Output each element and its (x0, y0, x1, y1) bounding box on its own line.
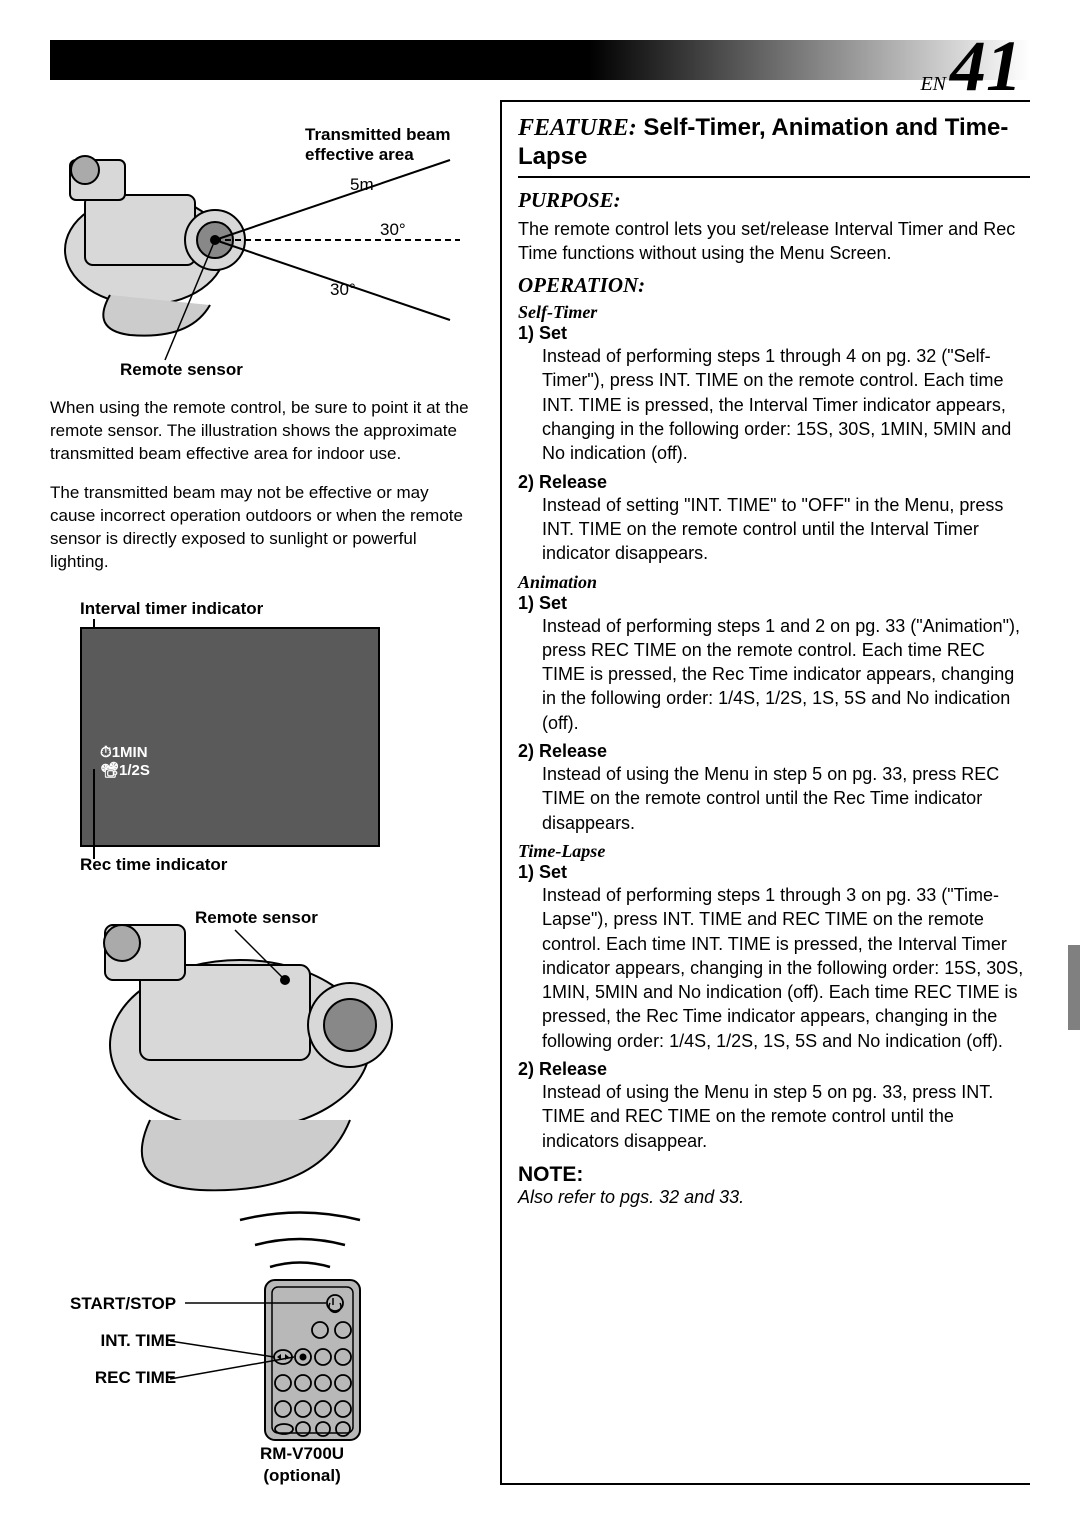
beam-angle-top: 30° (380, 220, 406, 239)
indicator-line-1: ⏱1MIN (100, 744, 148, 761)
note-heading: NOTE: (518, 1163, 1030, 1187)
remote-diagram: Remote sensor (50, 905, 470, 1485)
st-set-body: Instead of performing steps 1 through 4 … (518, 344, 1030, 465)
left-column: Transmitted beam effective area 5m 30° 3… (50, 100, 470, 1485)
animation-heading: Animation (518, 572, 1030, 593)
remote-sensor-label-bottom: Remote sensor (195, 908, 318, 927)
right-column: FEATURE: Self-Timer, Animation and Time-… (500, 100, 1030, 1485)
remote-sensor-label-top: Remote sensor (120, 360, 243, 379)
tl-set-label: 1) Set (518, 862, 1030, 883)
st-rel-body: Instead of setting "INT. TIME" to "OFF" … (518, 493, 1030, 566)
page-number: EN 41 (920, 30, 1022, 102)
feature-title: FEATURE: Self-Timer, Animation and Time-… (518, 114, 1030, 172)
feature-prefix: FEATURE: (518, 115, 637, 141)
page-prefix: EN (920, 73, 946, 96)
tl-set-body: Instead of performing steps 1 through 3 … (518, 883, 1030, 1053)
beam-angle-bottom: 30° (330, 280, 356, 299)
operation-heading: OPERATION: (518, 273, 1030, 298)
interval-indicator-label: Interval timer indicator (80, 599, 470, 619)
title-rule (518, 176, 1030, 178)
rectime-indicator-label: Rec time indicator (80, 855, 470, 875)
label-rec-time: REC TIME (70, 1359, 176, 1396)
label-start-stop: START/STOP (70, 1285, 176, 1322)
beam-distance: 5m (350, 175, 374, 194)
purpose-heading: PURPOSE: (518, 188, 1030, 213)
an-set-body: Instead of performing steps 1 and 2 on p… (518, 614, 1030, 735)
tl-rel-body: Instead of using the Menu in step 5 on p… (518, 1080, 1030, 1153)
st-set-label: 1) Set (518, 323, 1030, 344)
beam-label-2: effective area (305, 145, 414, 164)
an-set-label: 1) Set (518, 593, 1030, 614)
st-rel-label: 2) Release (518, 472, 1030, 493)
side-tab (1068, 945, 1080, 1030)
selftimer-heading: Self-Timer (518, 302, 1030, 323)
purpose-body: The remote control lets you set/release … (518, 217, 1030, 266)
leader-rectime (92, 769, 96, 859)
page-number-value: 41 (950, 30, 1022, 102)
remote-model: RM-V700U (260, 1444, 344, 1463)
indicator-line-2: 📽1/2S (100, 762, 150, 779)
an-rel-body: Instead of using the Menu in step 5 on p… (518, 762, 1030, 835)
left-paragraph-2: The transmitted beam may not be effectiv… (50, 482, 470, 574)
tl-rel-label: 2) Release (518, 1059, 1030, 1080)
header-bar: EN 41 (50, 40, 1030, 80)
beam-diagram: Transmitted beam effective area 5m 30° 3… (50, 100, 470, 380)
beam-label-1: Transmitted beam (305, 125, 451, 144)
remote-optional: (optional) (263, 1466, 340, 1485)
left-paragraph-1: When using the remote control, be sure t… (50, 397, 470, 466)
timelapse-heading: Time-Lapse (518, 841, 1030, 862)
label-int-time: INT. TIME (70, 1322, 176, 1359)
note-body: Also refer to pgs. 32 and 33. (518, 1187, 1030, 1208)
indicator-screen: ⏱1MIN 📽1/2S (80, 627, 380, 847)
an-rel-label: 2) Release (518, 741, 1030, 762)
